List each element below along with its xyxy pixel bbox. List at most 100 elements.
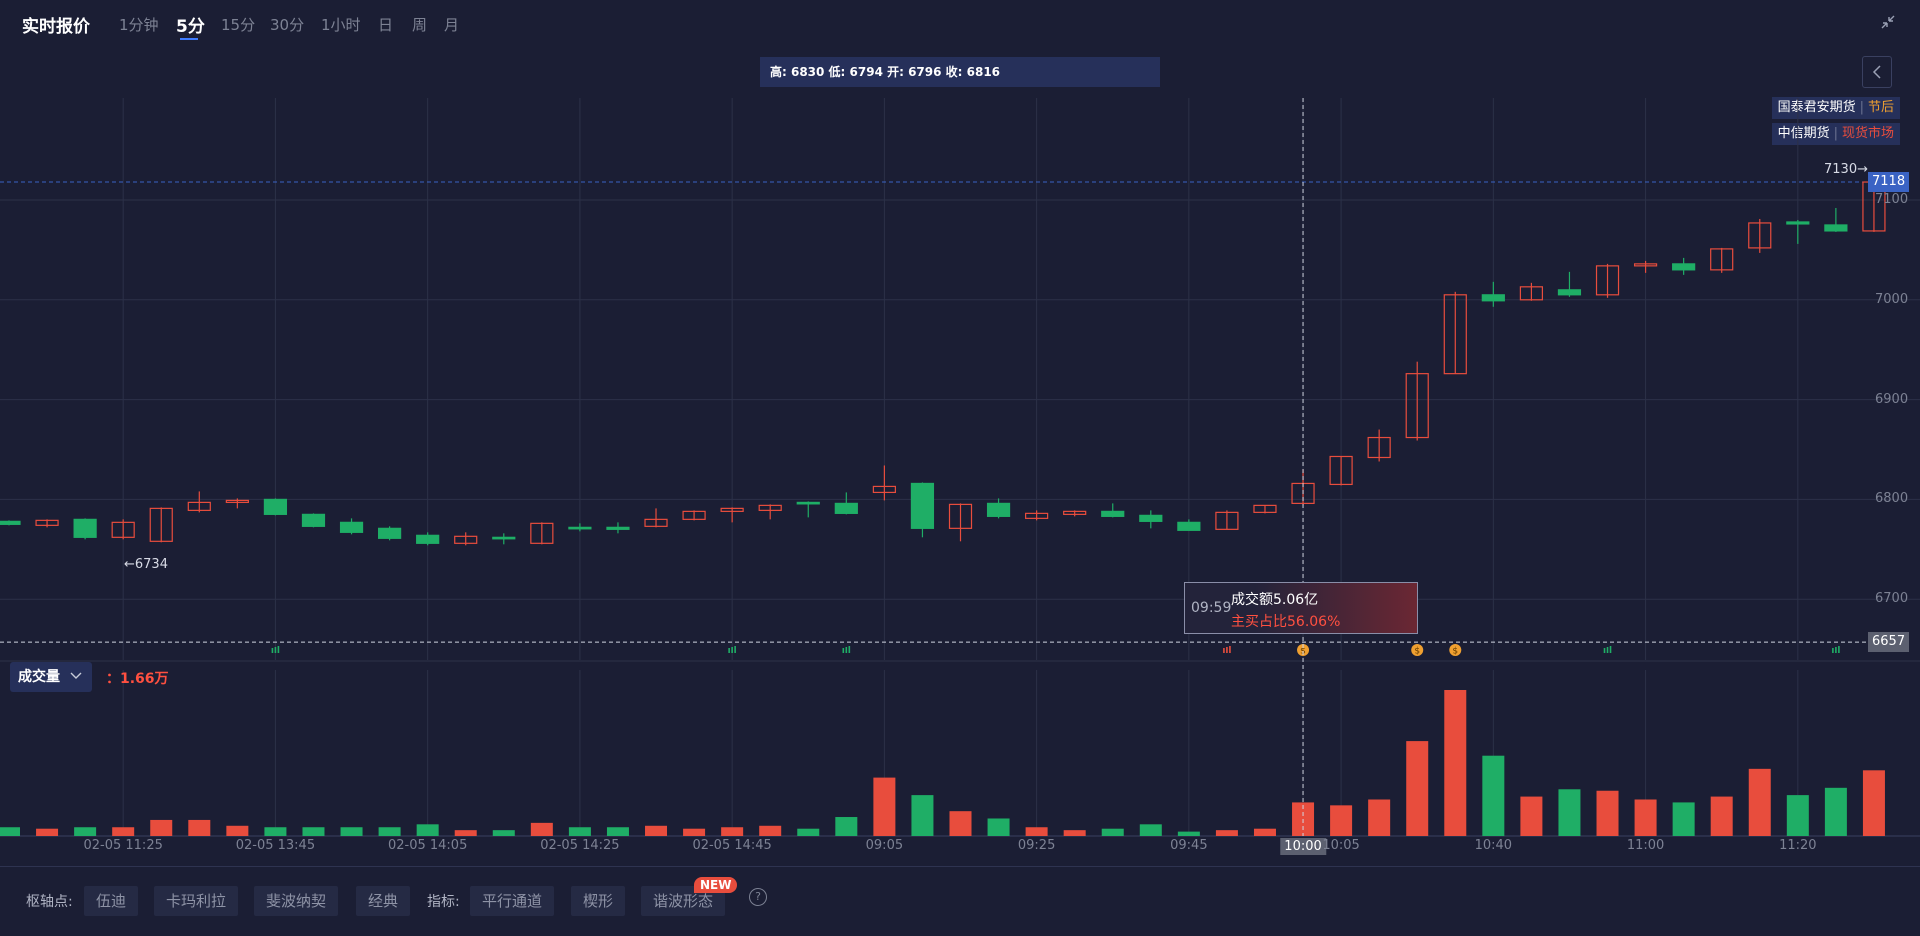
candle-body <box>1557 289 1582 296</box>
tab-timeframe-5[interactable]: 日 <box>378 16 394 34</box>
news-tag-1[interactable]: 国泰君安期货 | 节后 <box>1771 97 1900 119</box>
tab-timeframe-7[interactable]: 月 <box>444 16 460 34</box>
candle-body <box>834 502 858 514</box>
collapse-panel-button[interactable] <box>1862 56 1892 88</box>
tab-timeframe-1[interactable]: 5分 <box>176 17 205 37</box>
volume-bar <box>454 830 477 836</box>
tab-timeframe-6[interactable]: 周 <box>412 16 428 34</box>
candle-body <box>1405 373 1429 439</box>
tab-timeframe-4[interactable]: 1小时 <box>321 16 361 34</box>
volume-bar <box>1063 830 1086 836</box>
pivot-fibonacci-button[interactable]: 斐波纳契 <box>254 886 339 916</box>
candle-body <box>1748 222 1772 249</box>
candle-body <box>796 501 820 505</box>
crosshair-price-tag: 6657 <box>1868 632 1910 653</box>
x-tick-label: 10:00 <box>1280 838 1326 855</box>
indicator-wedge-button[interactable]: 楔形 <box>571 886 626 916</box>
event-marker-bars <box>734 646 736 653</box>
event-marker-bars <box>1609 646 1612 653</box>
volume-value: ：1.66万 <box>106 671 169 687</box>
y-tick-label: 6900 <box>1875 391 1909 407</box>
volume-bar <box>1330 805 1353 836</box>
volume-bar <box>340 827 363 836</box>
candle-body <box>1139 514 1163 522</box>
candle-body <box>1063 510 1087 515</box>
pivot-woodie-button[interactable]: 伍迪 <box>84 886 139 916</box>
chevron-down-icon <box>70 672 82 679</box>
candle-body <box>149 507 173 542</box>
candle-body <box>1824 224 1848 232</box>
event-marker-bars <box>1603 648 1606 653</box>
candle-body <box>682 510 706 520</box>
volume-bar <box>1862 770 1885 836</box>
collapse-icon[interactable] <box>1880 14 1896 30</box>
last-price-tag: 7118 <box>1868 172 1910 193</box>
event-marker-bars <box>1835 647 1837 653</box>
tab-timeframe-0[interactable]: 1分钟 <box>119 16 159 34</box>
event-marker-bars <box>845 647 848 653</box>
volume-bar <box>188 819 211 836</box>
candle-body <box>454 535 478 544</box>
x-tick-label: 11:00 <box>1626 838 1665 853</box>
news-source: 国泰君安期货 <box>1777 100 1856 115</box>
volume-bar <box>150 819 173 836</box>
event-marker-bars <box>728 648 730 653</box>
volume-bar <box>721 827 744 836</box>
x-tick-label: 10:40 <box>1474 838 1513 853</box>
tab-timeframe-3[interactable]: 30分 <box>270 16 305 34</box>
volume-bar <box>1253 828 1276 836</box>
candle-body <box>225 499 249 503</box>
ohlc-summary: 高: 6830 低: 6794 开: 6796 收: 6816 <box>760 57 1160 87</box>
candle-body <box>720 507 744 512</box>
volume-bar <box>0 827 20 836</box>
event-marker-bars <box>277 646 280 653</box>
news-tag-2[interactable]: 中信期货 | 现货市场 <box>1771 123 1900 145</box>
event-marker-bars <box>1229 646 1231 653</box>
candle-body <box>378 527 402 539</box>
x-tick-label: 02-05 14:25 <box>540 838 620 853</box>
volume-bar <box>1025 827 1048 836</box>
candle-body <box>568 526 592 530</box>
volume-bar <box>1368 799 1391 836</box>
candle-body <box>1595 265 1620 296</box>
volume-bar <box>1558 789 1581 836</box>
pivot-camarilla-button[interactable]: 卡玛利拉 <box>154 886 239 916</box>
volume-bar <box>645 825 668 836</box>
top-bar: 实时报价 1分钟 5分 15分 30分 1小时日周月 <box>0 0 1920 48</box>
volume-bar <box>1748 768 1771 836</box>
tab-timeframe-2[interactable]: 15分 <box>221 16 256 34</box>
y-tick-label: 6700 <box>1875 591 1909 607</box>
volume-bar <box>911 795 934 836</box>
news-text: 节后 <box>1867 100 1894 115</box>
event-marker-bars <box>731 647 733 653</box>
volume-bar <box>1444 690 1467 836</box>
event-marker-bars <box>271 648 274 653</box>
candlestick-chart[interactable]: $$$ <box>0 0 1920 866</box>
candle-body <box>111 521 135 538</box>
candle-body <box>0 520 21 525</box>
event-marker-glyph: $ <box>1452 647 1458 657</box>
crosshair-tooltip: 09:59 成交额5.06亿 主买占比56.06% <box>1184 582 1418 634</box>
page-title: 实时报价 <box>22 17 90 37</box>
volume-bar <box>226 825 249 836</box>
candle-body <box>1519 286 1544 301</box>
volume-bar <box>1824 787 1847 836</box>
volume-indicator-select[interactable]: 成交量 <box>10 662 92 692</box>
volume-bar <box>378 827 401 836</box>
candle-body <box>1786 221 1810 225</box>
pivot-label: 枢轴点: <box>26 894 73 910</box>
candle-body <box>910 482 935 529</box>
y-tick-label: 6800 <box>1875 491 1909 507</box>
help-icon[interactable]: ? <box>749 888 767 906</box>
candle-body <box>1025 512 1049 519</box>
x-tick-label: 11:20 <box>1779 838 1817 853</box>
candle-body <box>73 518 97 538</box>
pivot-classic-button[interactable]: 经典 <box>356 886 411 916</box>
candle-body <box>1633 263 1658 267</box>
candle-body <box>1672 263 1696 271</box>
indicator-parallel-channel-button[interactable]: 平行通道 <box>470 886 555 916</box>
candle-body <box>644 518 668 527</box>
indicator-harmonic-button[interactable]: 谐波形态 <box>641 886 726 916</box>
event-marker-bars <box>1838 646 1840 653</box>
candle-body <box>1443 294 1467 375</box>
